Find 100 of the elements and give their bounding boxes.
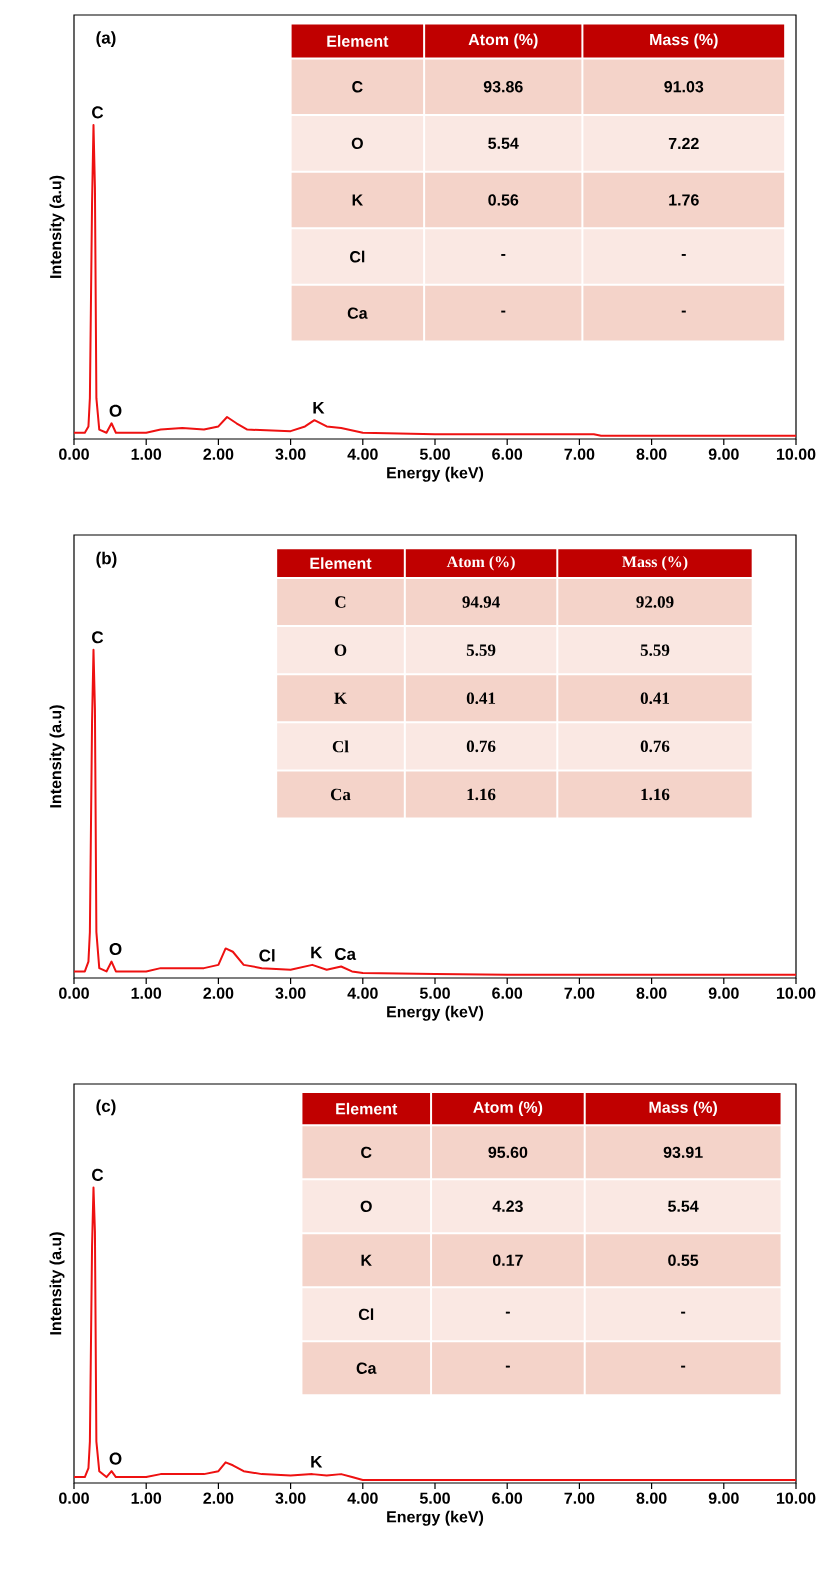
- x-tick-label: 9.00: [708, 1492, 739, 1504]
- annotation: K: [311, 1455, 323, 1468]
- x-tick-label: 5.00: [419, 987, 450, 999]
- annotation: 0.41: [466, 692, 496, 705]
- annotation: O: [109, 1452, 122, 1465]
- annotation: C: [92, 106, 104, 119]
- annotation: 5.59: [640, 644, 670, 656]
- x-tick-label: 0.00: [59, 1492, 89, 1504]
- annotation: 1.16: [467, 788, 496, 801]
- x-tick-label: 1.00: [131, 448, 162, 460]
- x-tick-label: 6.00: [492, 448, 523, 460]
- annotation: 5.54: [668, 1200, 699, 1212]
- x-tick-label: 5.00: [419, 1492, 450, 1504]
- text: C: [335, 596, 346, 608]
- annotation: Cl: [350, 250, 365, 263]
- x-tick-label: 10.00: [776, 1492, 816, 1504]
- annotation: C: [92, 631, 104, 644]
- text: Mass (%): [649, 1101, 717, 1117]
- annotation: Cl: [358, 1308, 374, 1321]
- text: (b): [96, 551, 117, 568]
- y-axis-title: Intensity (a.u): [49, 705, 65, 808]
- text: Mass (%): [622, 555, 688, 571]
- annotation: 0.76: [640, 740, 670, 753]
- x-tick-label: 7.00: [564, 987, 595, 999]
- x-tick-label: 6.00: [492, 987, 523, 999]
- y-axis-title: Intensity (a.u): [49, 175, 65, 278]
- text: Atom (%): [473, 1101, 543, 1117]
- annotation: -: [681, 1311, 686, 1314]
- x-tick-label: 0.00: [59, 448, 89, 460]
- text: (c): [96, 1099, 116, 1116]
- x-tick-label: 8.00: [636, 987, 667, 999]
- annotation: -: [501, 254, 506, 256]
- annotation: -: [681, 310, 686, 313]
- x-tick-label: 8.00: [636, 1492, 667, 1504]
- annotation: 7.22: [668, 137, 699, 149]
- annotation: 0.41: [640, 692, 669, 705]
- text: 93.86: [483, 81, 523, 93]
- x-tick-label: 1.00: [131, 987, 162, 999]
- x-tick-label: 7.00: [564, 1492, 595, 1504]
- x-tick-label: 3.00: [275, 1492, 306, 1504]
- x-tick-label: 4.00: [347, 1492, 378, 1504]
- x-tick-label: 5.00: [419, 448, 450, 460]
- annotation: O: [109, 404, 122, 417]
- annotation: C: [92, 1168, 104, 1181]
- text: Atom (%): [468, 33, 538, 49]
- annotation: Cl: [259, 949, 275, 962]
- x-tick-label: 4.00: [347, 448, 378, 460]
- annotation: K: [352, 194, 363, 206]
- annotation: 1.76: [669, 194, 699, 206]
- x-tick-label: 10.00: [776, 987, 816, 999]
- annotation: -: [501, 310, 506, 313]
- annotation: Ca: [334, 947, 357, 960]
- text: Element: [336, 1102, 398, 1115]
- annotation: -: [505, 1311, 510, 1314]
- annotation: 1.16: [641, 788, 670, 801]
- annotation: Ca: [356, 1362, 377, 1374]
- x-tick-label: 10.00: [776, 448, 816, 460]
- text: 91.03: [664, 81, 704, 93]
- annotation: K: [313, 401, 325, 414]
- annotation: -: [681, 254, 686, 256]
- y-axis-title: Intensity (a.u): [49, 1232, 65, 1335]
- x-axis-title: Energy (keV): [387, 1005, 484, 1021]
- annotation: 0.76: [466, 740, 496, 753]
- annotation: O: [360, 1200, 372, 1212]
- annotation: -: [681, 1365, 686, 1368]
- text: 93.91: [663, 1146, 703, 1158]
- x-tick-label: 4.00: [347, 987, 378, 999]
- annotation: Ca: [347, 307, 368, 319]
- annotation: 4.23: [492, 1200, 523, 1212]
- text: C: [361, 1146, 372, 1158]
- annotation: Ca: [330, 788, 351, 801]
- annotation: Cl: [332, 740, 349, 753]
- text: (a): [96, 31, 116, 48]
- text: 95.60: [488, 1146, 528, 1158]
- text: 94.94: [462, 596, 500, 608]
- annotation: K: [311, 946, 323, 959]
- annotation: O: [334, 644, 347, 656]
- x-tick-label: 2.00: [203, 448, 234, 460]
- x-axis-title: Energy (keV): [387, 1510, 484, 1526]
- x-tick-label: 3.00: [275, 448, 306, 460]
- x-tick-label: 6.00: [492, 1492, 523, 1504]
- annotation: 5.59: [466, 644, 496, 656]
- x-tick-label: 9.00: [708, 987, 739, 999]
- annotation: -: [505, 1365, 510, 1368]
- x-tick-label: 2.00: [203, 987, 234, 999]
- text: 92.09: [636, 596, 674, 608]
- annotation: K: [334, 692, 347, 704]
- annotation: 0.56: [488, 194, 519, 206]
- text: Atom (%): [446, 555, 515, 571]
- annotation: K: [361, 1254, 372, 1266]
- text: C: [352, 81, 363, 93]
- annotation: O: [351, 137, 363, 150]
- x-tick-label: 1.00: [131, 1492, 162, 1504]
- text: Element: [327, 35, 389, 47]
- text: Mass (%): [650, 33, 718, 49]
- x-tick-label: 2.00: [203, 1492, 234, 1504]
- text: Element: [310, 557, 372, 570]
- annotation: 0.17: [492, 1254, 523, 1266]
- x-axis-title: Energy (keV): [387, 466, 484, 482]
- x-tick-label: 7.00: [564, 448, 595, 460]
